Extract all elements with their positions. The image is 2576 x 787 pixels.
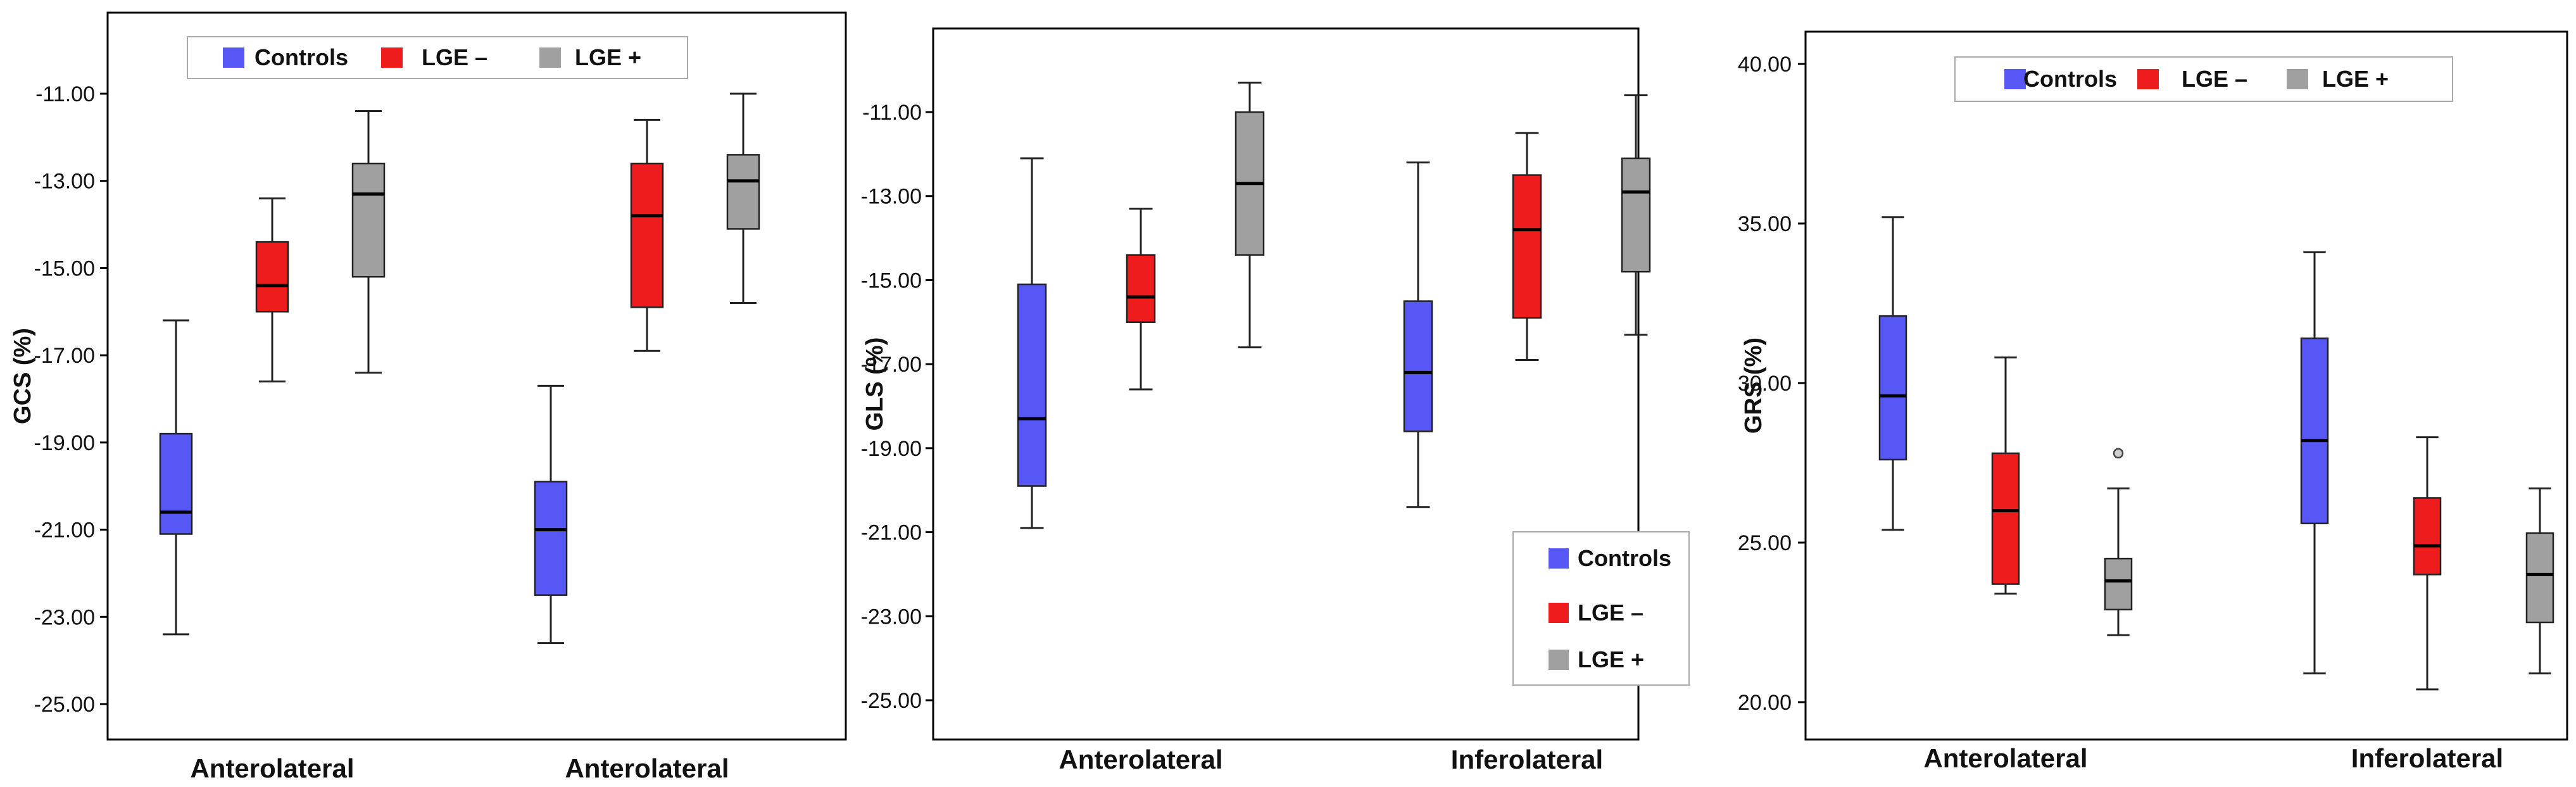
legend: Controls LGE – LGE + [1512, 531, 1690, 686]
x-category-label: Inferolateral [1451, 745, 1603, 774]
chart-panel-1: -11.00 -13.00 -15.00 -17.00 -19.00 -21.00 -23.… [9, 11, 847, 783]
x-category-label: Inferolateral [2351, 743, 2503, 773]
legend-swatch-lge-plus [1549, 650, 1569, 670]
x-category-label: Anterolateral [565, 753, 729, 783]
y-tick-label: 30.00 [1738, 372, 1792, 396]
outlier-point [2113, 448, 2124, 459]
box-plot-1-1 [1878, 216, 1907, 531]
y-axis-label: GCS (%) [9, 328, 36, 424]
box-plot-1-1 [1017, 157, 1047, 529]
y-tick-label: -13.00 [861, 185, 922, 209]
legend-label-lge-plus: LGE + [1578, 646, 1644, 672]
box [159, 432, 193, 535]
box [726, 154, 760, 230]
legend-label-controls: Controls [1578, 545, 1671, 571]
box [630, 162, 664, 308]
box-plot-1-3 [351, 110, 386, 374]
legend-label-controls: Controls [254, 44, 348, 70]
legend: Controls LGE – LGE + [187, 36, 688, 79]
box [2300, 337, 2329, 525]
box [1512, 174, 1542, 319]
box [351, 162, 386, 278]
box-plot-2-1 [2300, 251, 2329, 675]
y-tick-label: -17.00 [861, 353, 922, 377]
legend-label-lge-minus: LGE – [1578, 600, 1643, 626]
box [1878, 315, 1907, 461]
y-tick-label: -19.00 [34, 431, 95, 455]
box-plot-1-2 [1126, 208, 1156, 391]
box-plot-2-2 [1512, 132, 1542, 362]
box [1403, 300, 1433, 432]
y-tick-label: -11.00 [35, 82, 95, 106]
legend-box [1954, 56, 2453, 102]
box-plot-2-1 [534, 384, 568, 645]
legend-swatch-controls [1549, 548, 1569, 569]
box-plot-2-3 [2525, 487, 2554, 675]
box-plot-1-2 [255, 197, 289, 382]
y-tick-label: -25.00 [34, 693, 95, 717]
box [1991, 452, 2020, 585]
x-category-label: Anterolateral [190, 753, 354, 783]
box-plot-1-3 [2104, 487, 2133, 636]
y-tick-label: 40.00 [1738, 53, 1792, 77]
y-tick-label: -21.00 [34, 519, 95, 543]
box [534, 481, 568, 596]
legend-swatch-controls [2004, 69, 2026, 89]
y-axis-label: GRS (%) [1740, 337, 1767, 434]
legend-label-lge-plus: LGE + [2322, 66, 2389, 92]
box-plot-2-3 [726, 92, 760, 305]
plot-frame [106, 11, 847, 741]
chart-panel-2: -11.00 -13.00 -15.00 -17.00 -19.00 -21.00 -23.… [861, 27, 1690, 774]
box-plot-2-1 [1403, 161, 1433, 508]
y-tick-label: 25.00 [1738, 531, 1792, 555]
legend-swatch-lge-plus [539, 47, 561, 68]
y-tick-label: -19.00 [861, 437, 922, 461]
box-plot-2-2 [630, 118, 664, 352]
box [2413, 497, 2442, 576]
legend-label-controls: Controls [2023, 66, 2117, 92]
legend-swatch-controls [223, 47, 244, 68]
legend-label-lge-plus: LGE + [575, 44, 641, 70]
y-tick-label: -13.00 [34, 170, 95, 194]
legend-box [1512, 531, 1690, 686]
plot-frame [1804, 30, 2568, 741]
box [1621, 157, 1651, 273]
y-tick-label: -15.00 [34, 256, 95, 280]
y-tick-label: -15.00 [861, 268, 922, 293]
box [1126, 254, 1156, 324]
y-axis-label: GLS (%) [862, 337, 888, 431]
legend: Controls LGE – LGE + [1954, 56, 2453, 102]
box-plot-2-2 [2413, 436, 2442, 691]
y-tick-label: -11.00 [862, 101, 922, 125]
box [2525, 532, 2554, 624]
box-plot-1-1 [159, 319, 193, 636]
y-tick-label: -21.00 [861, 521, 922, 545]
y-tick-label: -17.00 [34, 344, 95, 368]
legend-swatch-lge-minus [1549, 603, 1569, 623]
box-plot-1-3 [1235, 82, 1265, 349]
y-tick-label: -25.00 [861, 689, 922, 713]
box [2104, 557, 2133, 611]
legend-box [187, 36, 688, 79]
legend-swatch-lge-minus [381, 47, 403, 68]
box-plot-2-3 [1621, 94, 1651, 336]
x-category-label: Anterolateral [1059, 745, 1222, 774]
legend-label-lge-minus: LGE – [2182, 66, 2247, 92]
chart-panel-3: 40.00 35.00 30.00 25.00 20.00 GRS (%) Anterola… [1738, 30, 2568, 773]
box [1017, 283, 1047, 487]
x-category-label: Anterolateral [1923, 743, 2087, 773]
y-tick-label: -23.00 [861, 605, 922, 629]
box-plot-1-2 [1991, 356, 2020, 595]
legend-swatch-lge-minus [2137, 69, 2159, 89]
legend-label-lge-minus: LGE – [422, 44, 487, 70]
legend-swatch-lge-plus [2287, 69, 2308, 89]
y-tick-label: 20.00 [1738, 691, 1792, 715]
box [255, 241, 289, 313]
y-tick-label: 35.00 [1738, 212, 1792, 236]
y-tick-label: -23.00 [34, 605, 95, 629]
